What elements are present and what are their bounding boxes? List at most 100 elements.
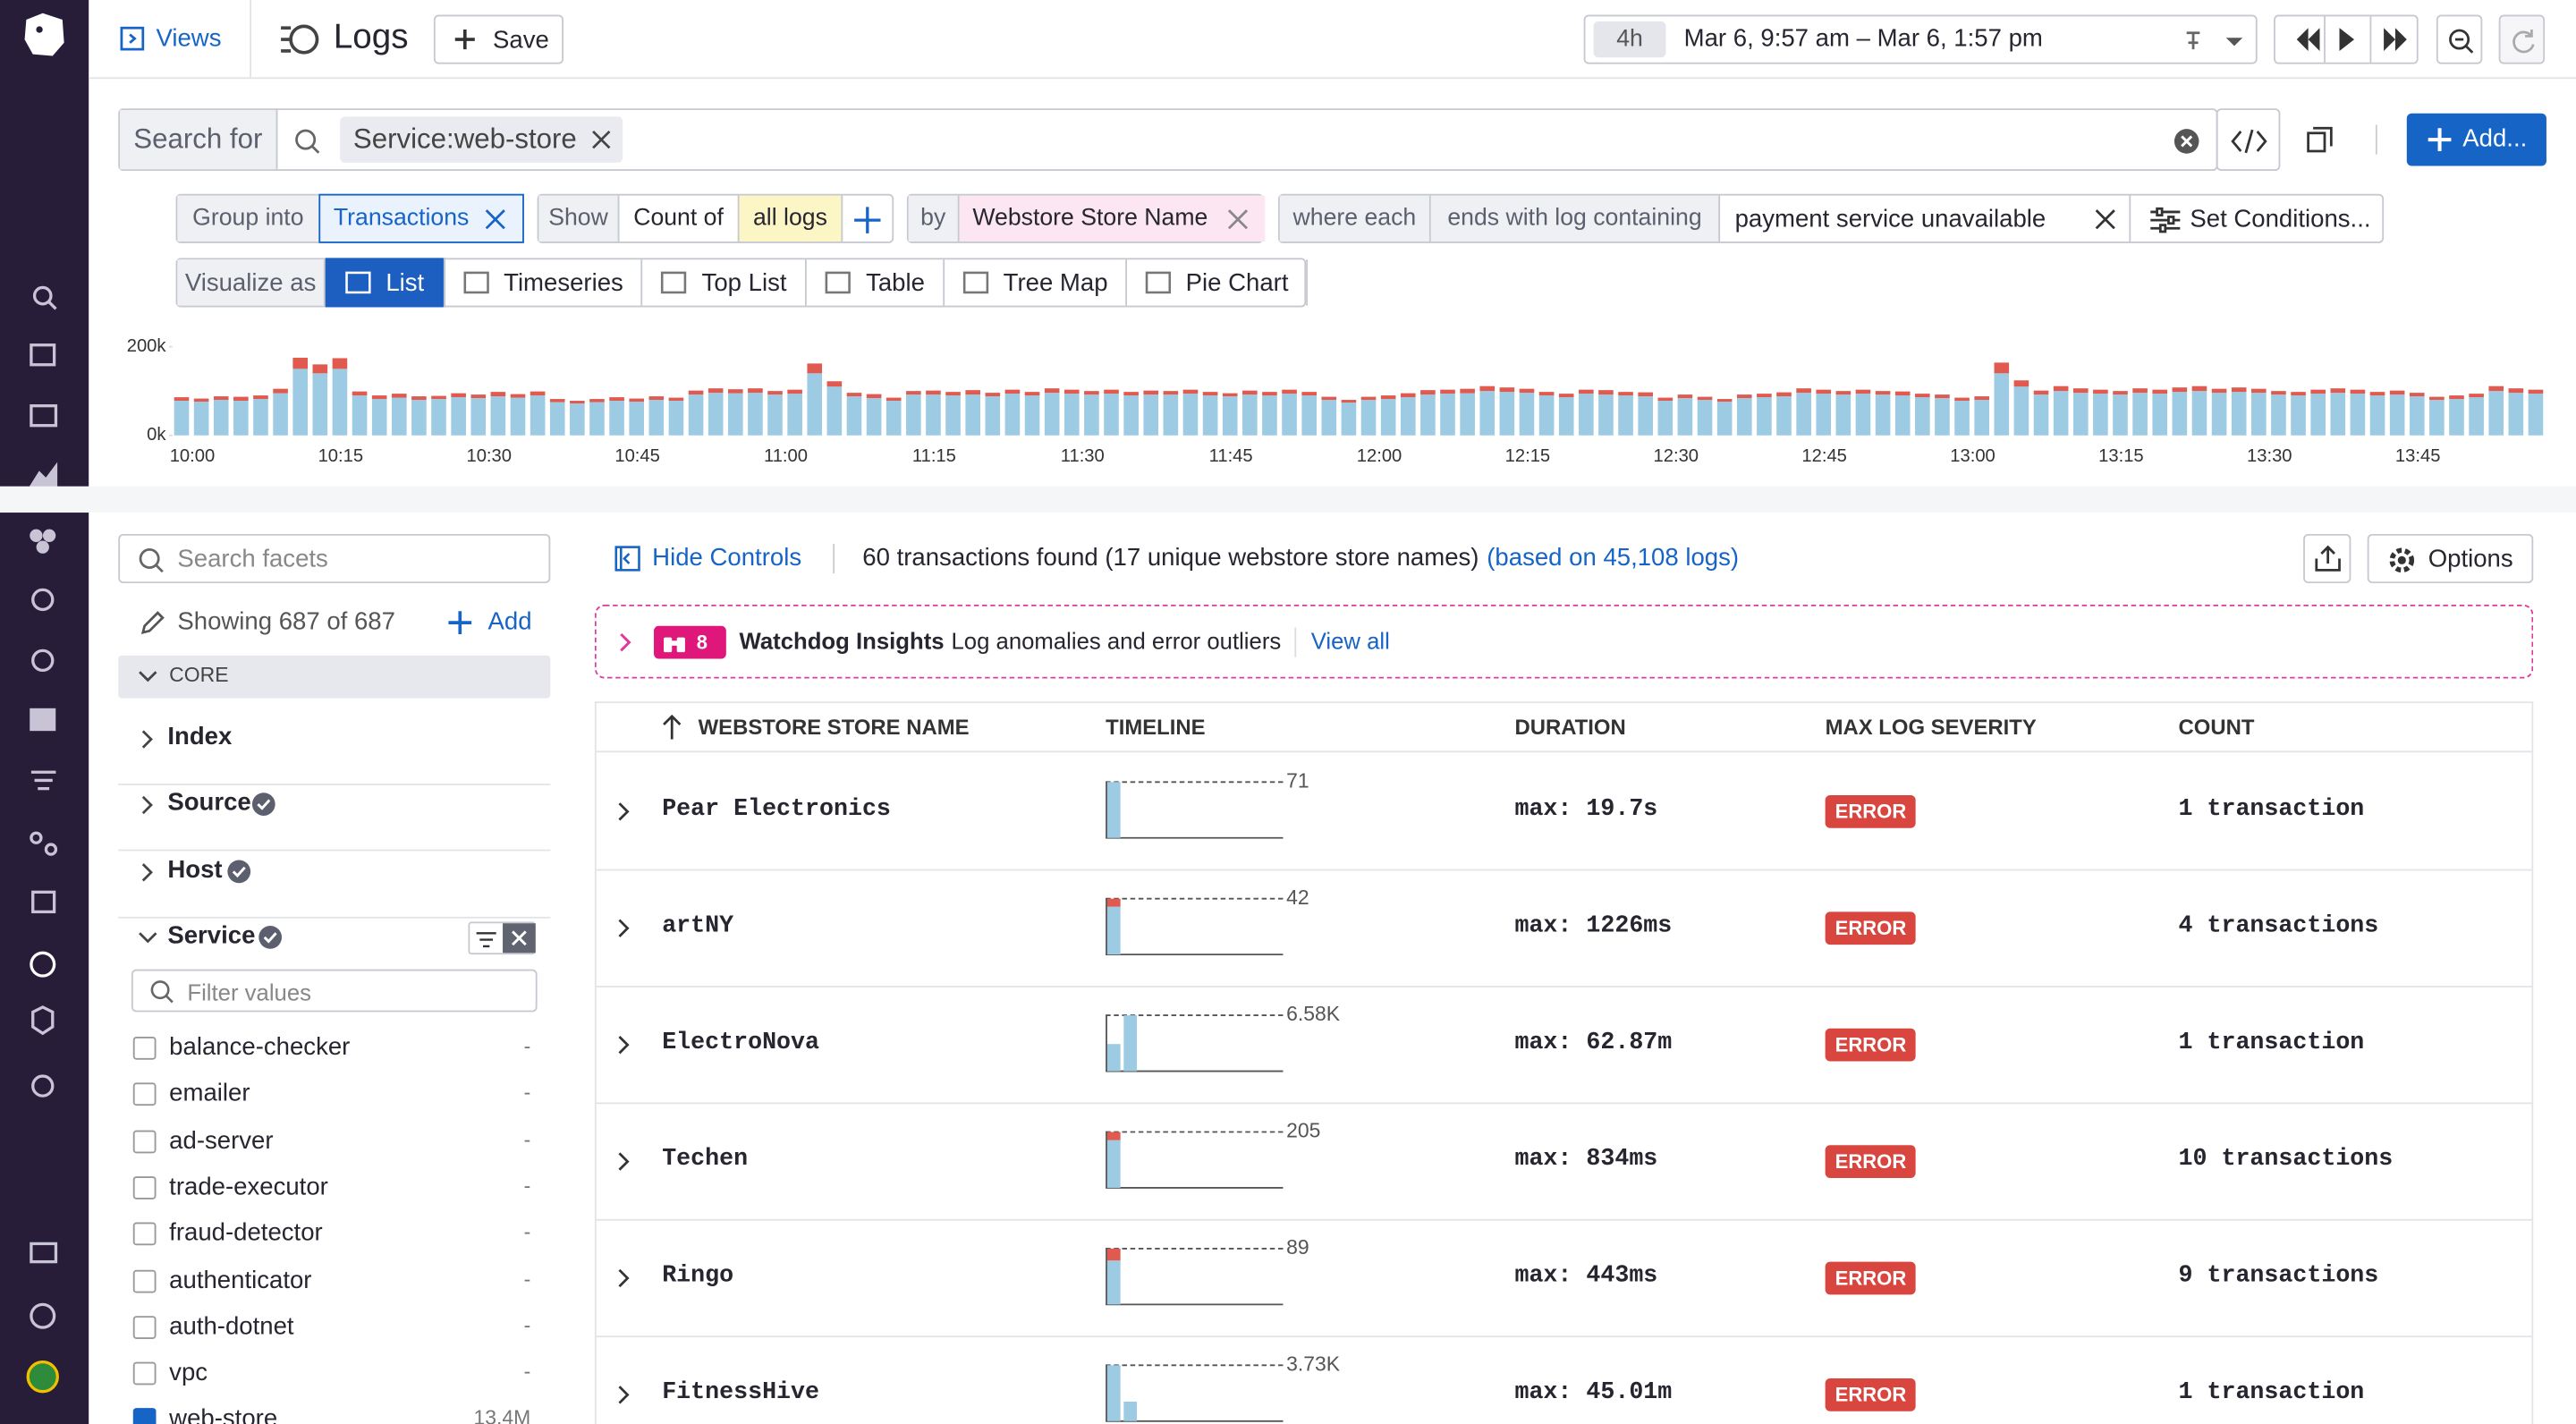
facet-group[interactable]: Service [118,917,550,982]
condition-input[interactable]: payment service unavailable [1720,195,2131,242]
clear-icon[interactable] [2095,208,2116,230]
time-picker[interactable]: 4h Mar 6, 9:57 am – Mar 6, 1:57 pm [1583,14,2258,64]
timeline-bar [1106,1140,1121,1188]
add-button[interactable]: Add... [2406,113,2546,166]
add-measure-icon[interactable] [854,207,881,233]
search-icon [139,548,164,573]
visualize-option[interactable]: Timeseries [445,259,643,306]
set-conditions[interactable]: Set Conditions... [2190,205,2371,233]
group-into[interactable]: Group into Transactions [175,193,524,243]
search-bar[interactable]: Search for Service:web-store [118,108,2218,172]
column-header[interactable]: MAX LOG SEVERITY [1825,714,2037,740]
facet-group[interactable]: Host [118,851,551,918]
facet-value[interactable]: vpc - [131,1357,538,1393]
option-icon [462,271,489,294]
view-all[interactable]: View all [1310,627,1390,655]
by-label: by [908,195,960,242]
clear-facet[interactable] [503,923,536,954]
visualize-option[interactable]: Tree Map [945,259,1128,306]
group-value[interactable]: Transactions [318,193,524,243]
table-row[interactable]: Pear Electronics 71 max: 19.7s ERROR 1 trans… [596,752,2532,871]
table-row[interactable]: Ringo 89 max: 443ms ERROR 9 transactions [596,1219,2532,1338]
bar [1202,395,1218,436]
bar [965,394,980,436]
by-field[interactable]: by Webstore Store Name [906,193,1266,243]
hide-controls-icon [614,546,640,572]
icon-shape [661,271,687,294]
bar [1994,362,2010,374]
facet-value[interactable]: emailer - [131,1078,538,1114]
bar [1282,394,1297,436]
facet-value[interactable]: trade-executor - [131,1171,538,1207]
bar [926,394,941,436]
refresh[interactable] [2498,14,2546,64]
facet-group[interactable]: Index [118,718,551,785]
column-header[interactable]: TIMELINE [1106,714,1206,740]
bar [1282,389,1297,394]
options-button[interactable]: Options [2367,533,2534,584]
facet-value[interactable]: fraud-detector - [131,1217,538,1253]
facet-value[interactable]: web-store 13.4M [131,1403,538,1424]
condition-builder[interactable]: where each ends with log containing paym… [1277,193,2385,243]
playback-controls[interactable] [2274,14,2419,64]
bar [570,403,585,436]
bar [1677,398,1693,436]
bar [1598,390,1614,395]
verified-icon [258,925,283,949]
all-logs[interactable]: all logs [739,195,843,242]
store-name: ElectroNova [662,1030,820,1057]
visualize-option[interactable]: Table [807,259,945,306]
bar [213,396,229,401]
count-of: Count of [619,195,740,242]
duration: max: 45.01m [1514,1379,1673,1407]
x-tick-label: 12:30 [1654,446,1699,466]
clear-icon[interactable] [2174,128,2199,154]
facet-search[interactable]: Search facets [118,533,551,584]
table-row[interactable]: Techen 205 max: 834ms ERROR 10 transactions [596,1102,2532,1221]
column-header[interactable]: WEBSTORE STORE NAME [698,714,970,740]
facet-add[interactable]: Add [487,607,532,636]
show-measure[interactable]: Show Count of all logs [537,193,894,243]
remove-icon[interactable] [1227,208,1249,230]
bar [1796,393,1811,436]
column-header[interactable]: COUNT [2178,714,2255,740]
bar [1262,392,1277,396]
bar [1994,373,2010,436]
hide-controls[interactable]: Hide Controls [652,543,802,572]
bar [470,394,487,399]
visualize-option[interactable]: Top List [642,259,807,306]
nav-icons[interactable] [26,279,62,1117]
watchdog-banner[interactable]: 8 Watchdog Insights Log anomalies and er… [594,604,2534,679]
core-header[interactable]: CORE [118,655,551,699]
table-row[interactable]: ElectroNova 6.58K max: 62.87m ERROR 1 transa… [596,986,2532,1105]
visualize-option[interactable]: Pie Chart [1127,259,1309,306]
divider [833,543,835,574]
save-button[interactable]: Save [433,14,564,64]
bar [2389,390,2405,395]
code-toggle[interactable] [2216,108,2281,172]
remove-icon[interactable] [485,208,506,230]
remove-icon[interactable] [591,130,611,149]
based-on-link[interactable]: (based on 45,108 logs) [1487,543,1740,572]
filter-values[interactable]: Filter values [131,969,538,1013]
visualize-option[interactable]: List [325,258,445,308]
nav-bottom-icons[interactable] [26,1239,62,1403]
facet-value[interactable]: ad-server - [131,1124,538,1160]
facet-value[interactable]: balance-checker - [131,1031,538,1067]
by-value[interactable]: Webstore Store Name [959,195,1266,242]
views-link[interactable]: Views [156,24,222,53]
group-label: Group into [177,195,321,242]
facet-value[interactable]: auth-dotnet - [131,1310,538,1346]
query-pill[interactable]: Service:web-store [340,116,623,163]
facet-value[interactable]: authenticator - [131,1264,538,1300]
sort-icon[interactable] [662,714,682,740]
export-button[interactable] [2303,533,2351,584]
facet-group[interactable]: Source [118,784,551,852]
facet-tools[interactable] [468,921,536,955]
bar [1222,393,1238,397]
copy-icon[interactable] [2307,126,2333,153]
column-header[interactable]: DURATION [1514,714,1626,740]
table-row[interactable]: artNY 42 max: 1226ms ERROR 4 transactions [596,869,2532,987]
zoom-out[interactable] [2436,14,2483,64]
table-row[interactable]: FitnessHive 3.73K max: 45.01m ERROR 1 transa… [597,1335,2532,1424]
